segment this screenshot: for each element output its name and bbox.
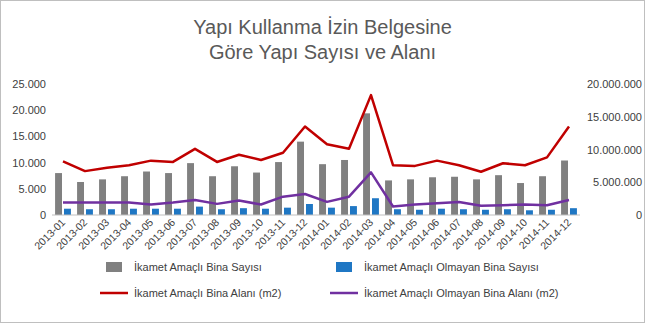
bar xyxy=(319,164,326,215)
y-tick xyxy=(49,110,52,111)
x-tick-label: 2014-12 xyxy=(538,216,574,252)
bar xyxy=(77,182,84,215)
bar xyxy=(394,209,401,215)
bar xyxy=(130,209,137,215)
y2-tick xyxy=(580,149,583,150)
bar xyxy=(240,208,247,215)
line xyxy=(63,172,569,206)
bar xyxy=(284,208,291,215)
bar xyxy=(482,210,489,215)
y-tick-label: 10.000 xyxy=(12,157,46,169)
y2-tick xyxy=(580,116,583,117)
bar xyxy=(306,204,313,215)
bar xyxy=(539,176,546,215)
y2-tick-label: 20.000.000 xyxy=(587,78,642,90)
y-tick xyxy=(49,162,52,163)
bar xyxy=(253,173,260,215)
y2-tick-label: 15.000.000 xyxy=(587,111,642,123)
bar xyxy=(55,173,62,215)
bar xyxy=(438,209,445,215)
bar xyxy=(218,209,225,215)
bar xyxy=(187,163,194,215)
bar xyxy=(407,179,414,215)
bar xyxy=(99,179,106,215)
bar xyxy=(341,160,348,215)
bar xyxy=(275,162,282,215)
bar xyxy=(548,210,555,215)
legend-label: İkamet Amaçlı Olmayan Bina Alanı (m2) xyxy=(364,287,558,299)
y2-tick-label: 10.000.000 xyxy=(587,144,642,156)
legend-label: İkamet Amaçlı Olmayan Bina Sayısı xyxy=(364,261,539,273)
title-line: Yapı Kullanma İzin Belgesine xyxy=(193,16,452,38)
bar xyxy=(460,209,467,215)
plot xyxy=(55,95,577,215)
y2-tick xyxy=(580,215,583,216)
chart: Yapı Kullanma İzin Belgesine Göre Yapı Sa… xyxy=(0,0,645,323)
bar xyxy=(297,142,304,215)
bar xyxy=(231,166,238,215)
line xyxy=(63,95,569,172)
y-tick xyxy=(49,84,52,85)
bar xyxy=(561,161,568,215)
bar xyxy=(328,208,335,215)
bar xyxy=(526,210,533,215)
y2-tick xyxy=(580,84,583,85)
y-tick-label: 25.000 xyxy=(12,78,46,90)
y2-tick-label: 5.000.000 xyxy=(593,176,642,188)
bar xyxy=(262,209,269,215)
bar xyxy=(517,183,524,215)
bar xyxy=(108,209,115,215)
legend-swatch xyxy=(100,292,128,295)
legend-label: İkamet Amaçlı Bina Alanı (m2) xyxy=(134,287,281,299)
bar xyxy=(86,209,93,215)
bar xyxy=(372,198,379,215)
bar xyxy=(363,113,370,215)
y-tick-label: 0 xyxy=(40,209,46,221)
bar xyxy=(570,208,577,215)
y-tick xyxy=(49,188,52,189)
frame xyxy=(1,1,645,323)
legend-swatch xyxy=(330,292,358,295)
bar xyxy=(209,176,216,215)
bar xyxy=(350,206,357,215)
title: Yapı Kullanma İzin Belgesine Göre Yapı Sa… xyxy=(193,16,452,63)
y-tick-label: 20.000 xyxy=(12,104,46,116)
legend-swatch xyxy=(336,262,352,272)
bar xyxy=(504,209,511,215)
bar xyxy=(416,210,423,215)
y-tick xyxy=(49,136,52,137)
bar xyxy=(429,177,436,215)
bar xyxy=(451,177,458,215)
y-tick-label: 15.000 xyxy=(12,130,46,142)
bar xyxy=(196,207,203,215)
y-tick-label: 5.000 xyxy=(18,183,46,195)
x-axis xyxy=(52,215,580,216)
legend-swatch xyxy=(106,262,122,272)
bar xyxy=(174,209,181,215)
bar xyxy=(473,179,480,215)
y2-tick xyxy=(580,182,583,183)
bar xyxy=(121,176,128,215)
y2-tick-label: 0 xyxy=(636,209,642,221)
bar xyxy=(143,172,150,215)
bar xyxy=(64,209,71,215)
legend-label: İkamet Amaçlı Bina Sayısı xyxy=(134,261,262,273)
title-line: Göre Yapı Sayısı ve Alanı xyxy=(209,41,436,63)
bar xyxy=(152,209,159,215)
bar xyxy=(495,175,502,215)
y-tick xyxy=(49,215,52,216)
bar xyxy=(165,173,172,215)
